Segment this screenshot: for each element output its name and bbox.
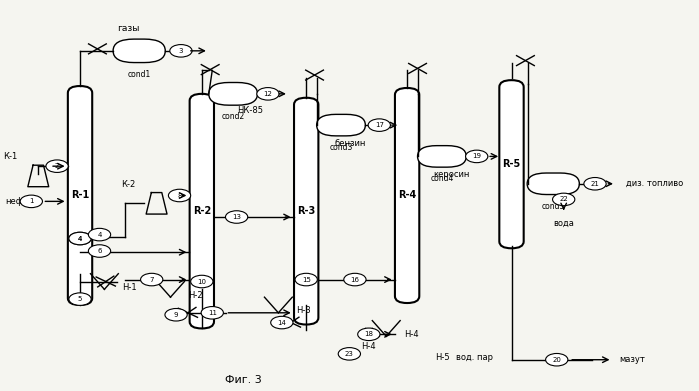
Text: 2: 2 <box>55 163 59 169</box>
Circle shape <box>584 178 606 190</box>
Text: Н-4: Н-4 <box>403 330 418 339</box>
FancyBboxPatch shape <box>209 83 257 105</box>
Text: К-2: К-2 <box>122 179 136 189</box>
Circle shape <box>69 293 91 305</box>
Circle shape <box>20 195 43 208</box>
Text: 11: 11 <box>208 310 217 316</box>
FancyBboxPatch shape <box>417 145 466 167</box>
Circle shape <box>168 189 191 202</box>
Text: 6: 6 <box>97 248 102 254</box>
Text: Н-2: Н-2 <box>188 291 203 300</box>
Text: 21: 21 <box>591 181 600 187</box>
Circle shape <box>553 193 575 206</box>
Text: 12: 12 <box>264 91 273 97</box>
Text: 4: 4 <box>78 235 82 242</box>
Text: 16: 16 <box>350 276 359 283</box>
Text: 9: 9 <box>174 312 178 318</box>
Circle shape <box>257 88 279 100</box>
Circle shape <box>226 211 247 223</box>
Circle shape <box>140 273 163 286</box>
Text: вода: вода <box>554 219 574 228</box>
Text: вод. пар: вод. пар <box>456 353 493 362</box>
Circle shape <box>88 245 110 257</box>
Text: 22: 22 <box>559 196 568 203</box>
Circle shape <box>170 45 192 57</box>
Circle shape <box>295 273 317 286</box>
Text: 5: 5 <box>78 296 82 302</box>
Text: 15: 15 <box>302 276 310 283</box>
Text: R-4: R-4 <box>398 190 416 201</box>
FancyBboxPatch shape <box>294 98 318 325</box>
Text: cond5: cond5 <box>542 202 565 211</box>
Text: 14: 14 <box>278 319 287 326</box>
Text: Н-5: Н-5 <box>435 353 449 362</box>
Text: R-2: R-2 <box>193 206 211 216</box>
Circle shape <box>69 232 91 245</box>
Text: бензин: бензин <box>334 139 366 148</box>
Text: 8: 8 <box>178 192 182 199</box>
Circle shape <box>338 348 361 360</box>
Text: К-1: К-1 <box>3 152 17 161</box>
Circle shape <box>271 316 293 329</box>
Circle shape <box>344 273 366 286</box>
Text: мазут: мазут <box>619 355 645 364</box>
Text: 23: 23 <box>345 351 354 357</box>
Circle shape <box>201 307 224 319</box>
Text: 1: 1 <box>29 198 34 204</box>
FancyBboxPatch shape <box>113 39 165 63</box>
Text: НК-85: НК-85 <box>238 106 264 115</box>
Text: 19: 19 <box>473 153 481 160</box>
Circle shape <box>546 353 568 366</box>
Text: 4: 4 <box>78 235 82 242</box>
Circle shape <box>368 119 391 131</box>
FancyBboxPatch shape <box>395 88 419 303</box>
Circle shape <box>46 160 69 172</box>
Circle shape <box>88 228 110 241</box>
Text: Н-4: Н-4 <box>361 342 376 351</box>
Circle shape <box>69 232 91 245</box>
Text: Н-1: Н-1 <box>122 283 136 292</box>
Circle shape <box>165 308 187 321</box>
Circle shape <box>466 150 488 163</box>
Text: 10: 10 <box>197 278 206 285</box>
Text: cond1: cond1 <box>127 70 151 79</box>
Text: 20: 20 <box>552 357 561 363</box>
Text: 18: 18 <box>364 331 373 337</box>
Text: 17: 17 <box>375 122 384 128</box>
Text: керосин: керосин <box>433 170 469 179</box>
Text: R-1: R-1 <box>71 190 89 201</box>
Text: 3: 3 <box>179 48 183 54</box>
FancyBboxPatch shape <box>499 80 524 248</box>
FancyBboxPatch shape <box>189 94 214 328</box>
Text: нефть: нефть <box>5 197 33 206</box>
Circle shape <box>191 275 213 288</box>
Text: Н-3: Н-3 <box>296 306 310 316</box>
Text: cond4: cond4 <box>430 174 454 183</box>
Text: cond3: cond3 <box>329 143 353 152</box>
Text: диз. топливо: диз. топливо <box>626 179 684 188</box>
Text: cond2: cond2 <box>222 112 245 121</box>
Text: R-5: R-5 <box>503 159 521 169</box>
Text: Фиг. 3: Фиг. 3 <box>225 375 262 385</box>
Circle shape <box>358 328 380 341</box>
Text: 13: 13 <box>232 214 241 220</box>
Text: газы: газы <box>117 24 140 33</box>
FancyBboxPatch shape <box>317 114 366 136</box>
Text: 7: 7 <box>150 276 154 283</box>
FancyBboxPatch shape <box>527 173 579 194</box>
Text: 4: 4 <box>97 231 101 238</box>
FancyBboxPatch shape <box>68 86 92 305</box>
Text: R-3: R-3 <box>297 206 315 216</box>
